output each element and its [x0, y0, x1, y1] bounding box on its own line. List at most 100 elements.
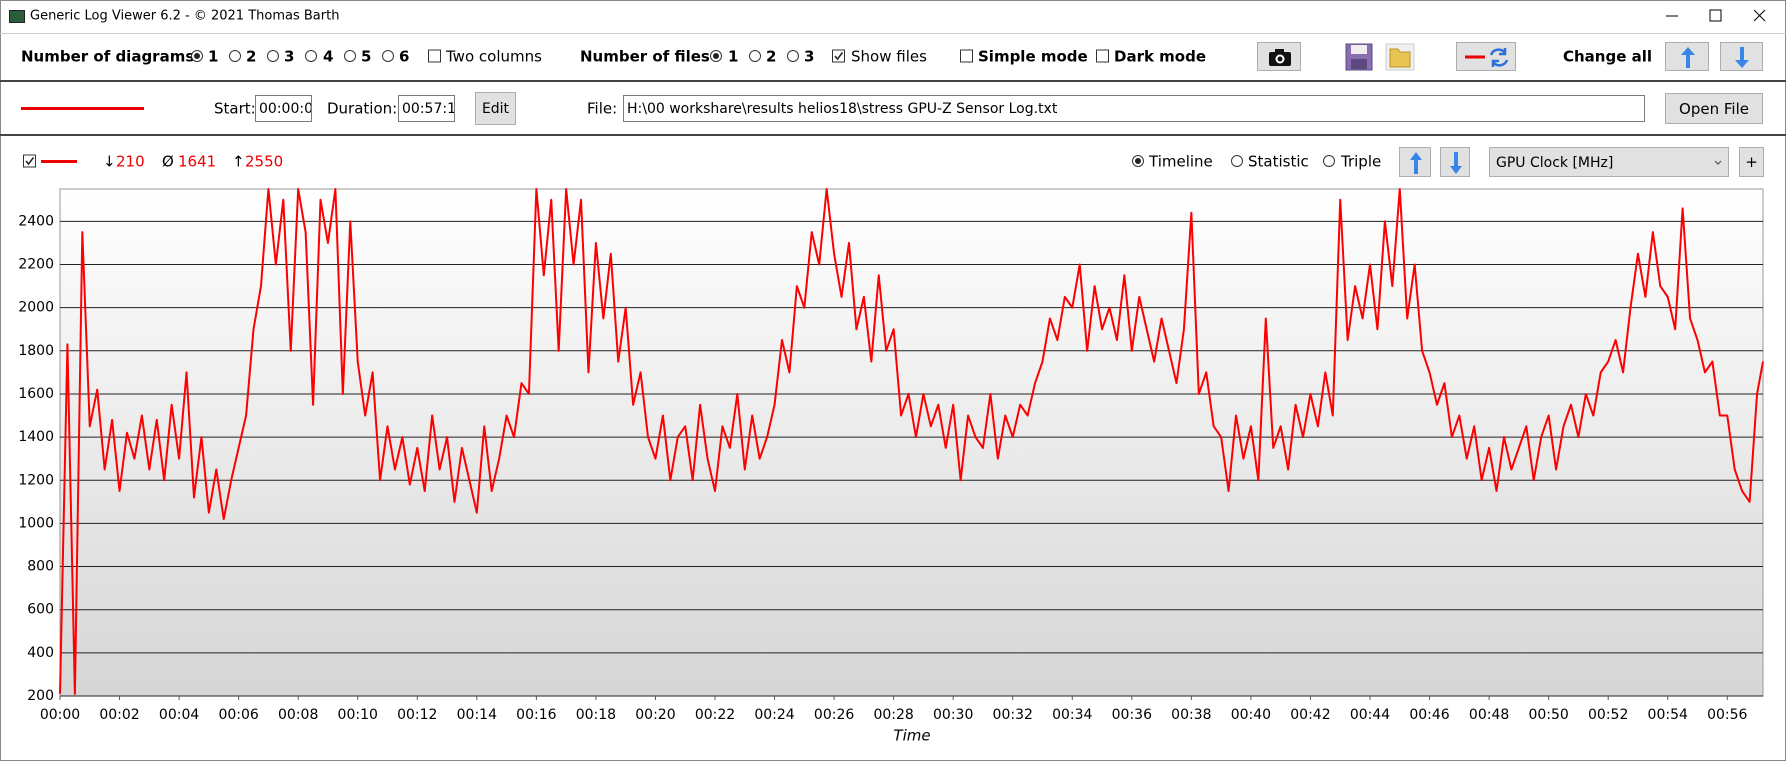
radio-label: 2	[766, 47, 777, 66]
x-tick-label: 00:24	[754, 707, 794, 723]
dropdown-text: GPU Clock [MHz]	[1496, 155, 1614, 171]
radio-label: 5	[361, 47, 372, 66]
radio[interactable]	[1231, 155, 1243, 167]
file-path-input[interactable]: H:\00 workshare\results helios18\stress …	[623, 95, 1645, 122]
radio-label: 6	[399, 47, 410, 66]
radio[interactable]	[1132, 155, 1144, 167]
view-option: Timeline	[1149, 152, 1213, 171]
x-tick-label: 00:46	[1409, 707, 1449, 723]
radio[interactable]	[305, 50, 317, 62]
checkbox[interactable]	[1096, 49, 1109, 63]
min-symbol: ↓	[103, 152, 116, 171]
x-tick-label: 00:38	[1171, 707, 1211, 723]
y-tick-label: 2000	[18, 300, 54, 316]
color-refresh-button[interactable]	[1456, 42, 1516, 71]
radio[interactable]	[710, 50, 722, 62]
checkbox-label: Dark mode	[1114, 47, 1207, 66]
separator	[0, 33, 1786, 34]
view-option: Triple	[1341, 152, 1382, 171]
x-tick-label: 00:28	[873, 707, 913, 723]
x-tick-label: 00:56	[1707, 707, 1747, 723]
add-diagram-button[interactable]: +	[1739, 147, 1764, 177]
x-tick-label: 00:34	[1052, 707, 1092, 723]
min-value: 210	[116, 152, 145, 171]
channel-dropdown[interactable]: GPU Clock [MHz]	[1489, 147, 1729, 177]
x-tick-label: 00:48	[1469, 707, 1509, 723]
move-down-button[interactable]	[1440, 147, 1470, 177]
x-tick-label: 00:44	[1350, 707, 1390, 723]
checkbox-label: Show files	[851, 47, 927, 66]
start-input[interactable]: 00:00:00	[255, 95, 312, 122]
plot-area	[59, 188, 1764, 697]
screenshot-button[interactable]	[1257, 42, 1301, 71]
move-up-button[interactable]	[1399, 147, 1431, 177]
max-symbol: ↑	[232, 152, 245, 171]
files-label: Number of files	[580, 47, 710, 66]
checkbox[interactable]	[428, 49, 441, 63]
radio[interactable]	[749, 50, 761, 62]
series-color-line	[41, 160, 77, 163]
radio[interactable]	[787, 50, 799, 62]
save-button[interactable]	[1345, 43, 1373, 71]
x-tick-label: 00:06	[218, 707, 258, 723]
x-tick-label: 00:42	[1290, 707, 1330, 723]
radio-label: 1	[728, 47, 739, 66]
checkbox-label: Two columns	[446, 47, 542, 66]
x-axis-label: Time	[893, 727, 930, 745]
x-tick-label: 00:04	[159, 707, 199, 723]
y-tick-label: 800	[27, 559, 54, 575]
open-folder-button[interactable]	[1385, 43, 1415, 71]
x-tick-label: 00:40	[1231, 707, 1271, 723]
y-tick-label: 1600	[18, 386, 54, 402]
duration-input[interactable]: 00:57:12	[398, 95, 455, 122]
y-tick-label: 2200	[18, 257, 54, 273]
data-line	[59, 188, 1764, 695]
diagrams-label: Number of diagrams	[21, 47, 195, 66]
y-tick-label: 1800	[18, 343, 54, 359]
window-controls[interactable]	[1660, 6, 1775, 26]
change-all-label: Change all	[1563, 47, 1653, 66]
radio-label: 3	[804, 47, 815, 66]
avg-value: 1641	[178, 152, 217, 171]
radio[interactable]	[229, 50, 241, 62]
x-tick-label: 00:50	[1528, 707, 1568, 723]
move-down-all-button[interactable]	[1720, 42, 1763, 71]
radio[interactable]	[267, 50, 279, 62]
checkbox[interactable]	[832, 49, 845, 63]
app-icon	[9, 10, 25, 23]
y-tick-label: 600	[27, 602, 54, 618]
file-label: File:	[587, 99, 618, 118]
checkbox[interactable]	[960, 49, 973, 63]
radio[interactable]	[191, 50, 203, 62]
move-up-all-button[interactable]	[1665, 42, 1709, 71]
window-title: Generic Log Viewer 6.2 - © 2021 Thomas B…	[30, 8, 340, 24]
x-tick-label: 00:22	[695, 707, 735, 723]
x-tick-label: 00:08	[278, 707, 318, 723]
separator	[0, 134, 1786, 136]
edit-button[interactable]: Edit	[475, 92, 516, 125]
radio-label: 4	[323, 47, 334, 66]
x-tick-label: 00:10	[338, 707, 378, 723]
y-tick-label: 200	[27, 688, 54, 704]
separator	[0, 80, 1786, 82]
y-tick-label: 2400	[18, 213, 54, 229]
y-tick-label: 1000	[18, 515, 54, 531]
open-file-button[interactable]: Open File	[1665, 93, 1763, 124]
radio[interactable]	[344, 50, 356, 62]
x-tick-label: 00:26	[814, 707, 854, 723]
view-option: Statistic	[1248, 152, 1309, 171]
radio-label: 1	[208, 47, 219, 66]
x-tick-label: 00:36	[1112, 707, 1152, 723]
x-tick-label: 00:16	[516, 707, 556, 723]
checkbox-label: Simple mode	[978, 47, 1088, 66]
checkbox[interactable]	[23, 154, 36, 168]
start-label: Start:	[214, 99, 256, 118]
radio[interactable]	[1323, 155, 1335, 167]
radio[interactable]	[382, 50, 394, 62]
duration-label: Duration:	[327, 99, 398, 118]
x-tick-label: 00:52	[1588, 707, 1628, 723]
x-tick-label: 00:02	[99, 707, 139, 723]
